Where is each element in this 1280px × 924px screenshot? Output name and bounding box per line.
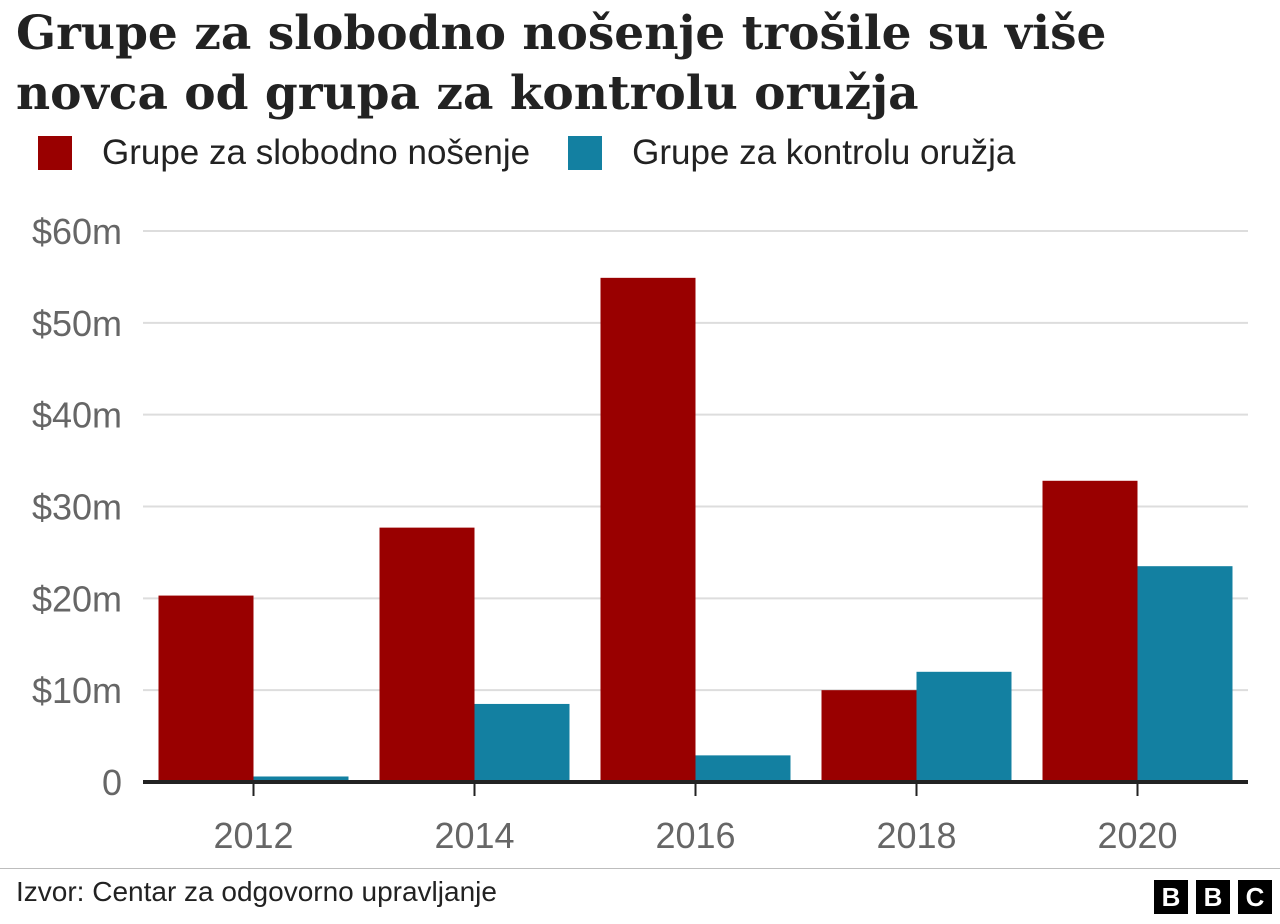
chart-title: Grupe za slobodno nošenje trošile su viš… [16, 6, 1107, 121]
y-tick-label-0: 0 [102, 762, 122, 803]
bar-series-2-2016 [695, 755, 791, 782]
source-note: Izvor: Centar za odgovorno upravljanje [16, 876, 497, 907]
legend-item-series-2: Grupe za kontrolu oružja [568, 133, 1015, 173]
legend-swatch-series-1 [38, 136, 72, 170]
bar-series-2-2020 [1137, 566, 1233, 782]
bar-series-2-2018 [916, 671, 1012, 782]
x-tick-label-2020: 2020 [1097, 815, 1177, 856]
logo-letter-b2: B [1196, 880, 1230, 914]
bar-series-1-2014 [379, 527, 475, 782]
y-tick-label-10: $10m [32, 670, 122, 711]
y-tick-label-30: $30m [32, 487, 122, 528]
bar-chart: 0 $10m $20m $30m $40m $50m $60m 2012 2014 2016 201… [32, 211, 1248, 856]
footer-divider [0, 868, 1280, 869]
x-tick-label-2012: 2012 [213, 815, 293, 856]
legend-swatch-series-2 [568, 136, 603, 170]
legend-item-series-1: Grupe za slobodno nošenje [38, 133, 530, 173]
x-tick-label-2014: 2014 [434, 815, 514, 856]
bar-series-2-2014 [474, 703, 570, 782]
y-tick-label-20: $20m [32, 578, 122, 619]
y-tick-label-40: $40m [32, 395, 122, 436]
legend-label-series-1: Grupe za slobodno nošenje [102, 133, 531, 172]
legend: Grupe za slobodno nošenje Grupe za kontr… [38, 130, 1053, 176]
bar-series-1-2016 [600, 277, 696, 782]
bar-series-2-2012 [253, 776, 349, 782]
legend-label-series-2: Grupe za kontrolu oružja [632, 133, 1016, 172]
y-tick-label-50: $50m [32, 303, 122, 344]
bbc-logo: B B C [1154, 880, 1280, 914]
bar-series-1-2018 [821, 690, 917, 782]
x-tick-label-2016: 2016 [655, 815, 735, 856]
logo-letter-b1: B [1154, 880, 1188, 914]
bar-series-1-2020 [1042, 480, 1138, 782]
logo-letter-c: C [1238, 880, 1272, 914]
x-tick-label-2018: 2018 [876, 815, 956, 856]
y-tick-label-60: $60m [32, 211, 122, 252]
bar-series-1-2012 [158, 595, 254, 782]
